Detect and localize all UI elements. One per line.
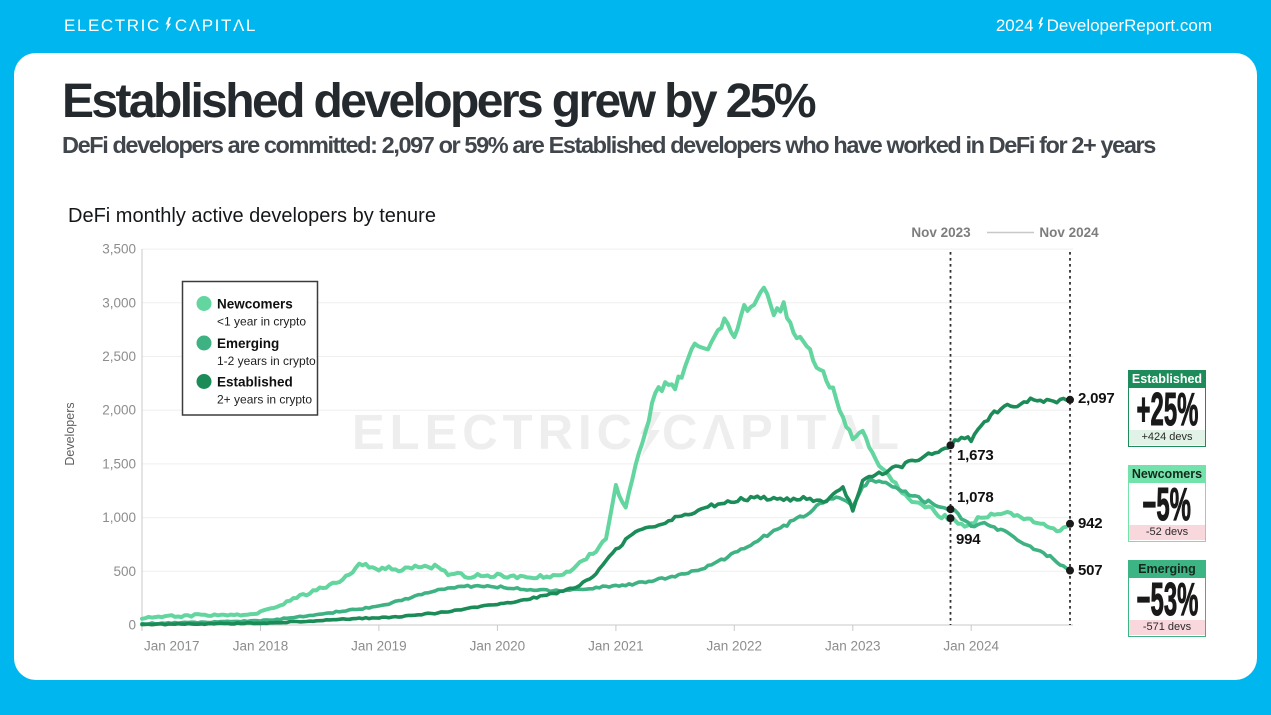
svg-text:<1 year in crypto: <1 year in crypto — [217, 315, 306, 329]
svg-text:Jan 2018: Jan 2018 — [233, 639, 289, 654]
svg-text:3,000: 3,000 — [102, 295, 136, 310]
svg-text:507: 507 — [1078, 562, 1102, 579]
svg-text:ELECTRIC: ELECTRIC — [352, 406, 637, 460]
svg-text:CΛPITΛL: CΛPITΛL — [662, 406, 904, 460]
svg-text:Jan 2024: Jan 2024 — [943, 639, 999, 654]
svg-text:2+ years in crypto: 2+ years in crypto — [217, 393, 312, 407]
svg-text:3,500: 3,500 — [102, 242, 136, 257]
svg-text:Newcomers: Newcomers — [217, 297, 293, 312]
svg-text:Developers: Developers — [63, 402, 77, 465]
svg-text:2,097: 2,097 — [1078, 390, 1115, 407]
svg-text:994: 994 — [956, 531, 981, 548]
svg-text:942: 942 — [1078, 515, 1102, 532]
svg-text:1,000: 1,000 — [102, 510, 136, 525]
svg-text:Emerging: Emerging — [217, 336, 279, 351]
svg-text:1,673: 1,673 — [957, 447, 994, 464]
svg-text:1,078: 1,078 — [957, 489, 994, 506]
svg-text:Established: Established — [217, 375, 293, 390]
svg-text:1-2 years in crypto: 1-2 years in crypto — [217, 354, 316, 368]
svg-text:0: 0 — [128, 618, 136, 633]
svg-text:Jan 2017: Jan 2017 — [144, 639, 200, 654]
svg-text:1,500: 1,500 — [102, 456, 136, 471]
svg-text:2,000: 2,000 — [102, 403, 136, 418]
svg-text:Nov 2024: Nov 2024 — [1039, 225, 1099, 240]
svg-text:2,500: 2,500 — [102, 349, 136, 364]
svg-text:Jan 2020: Jan 2020 — [470, 639, 526, 654]
svg-text:Nov 2023: Nov 2023 — [911, 225, 971, 240]
svg-text:Jan 2022: Jan 2022 — [707, 639, 763, 654]
svg-text:500: 500 — [113, 564, 136, 579]
svg-text:Jan 2021: Jan 2021 — [588, 639, 644, 654]
svg-text:Jan 2019: Jan 2019 — [351, 639, 407, 654]
svg-text:Jan 2023: Jan 2023 — [825, 639, 881, 654]
